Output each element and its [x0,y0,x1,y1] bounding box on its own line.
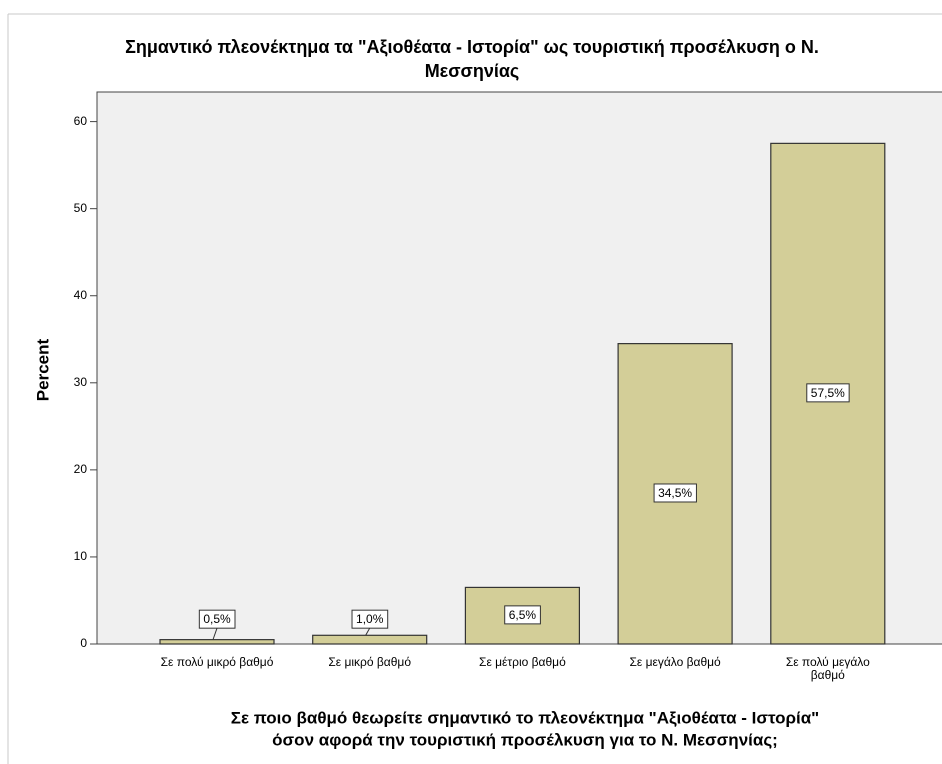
y-tick-label: 30 [74,375,88,389]
y-tick-label: 20 [74,462,88,476]
value-label-box [198,609,236,629]
value-label: 34,5% [658,486,692,500]
y-tick-label: 10 [74,549,88,563]
value-label: 6,5% [509,608,537,622]
y-tick-label: 50 [74,201,88,215]
value-label-box [806,383,850,403]
y-tick-label: 0 [80,636,87,650]
value-label-box [351,609,389,629]
value-label-box [504,605,541,625]
leader-line [212,628,218,640]
x-tick-label: Σε μεγάλο βαθμό [629,655,721,669]
chart-title: Σημαντικό πλεονέκτημα τα "Αξιοθέατα - Ισ… [125,37,819,58]
y-tick-label: 40 [74,288,88,302]
value-label: 57,5% [811,386,845,400]
leader-line [365,627,371,636]
value-label: 0,5% [203,612,231,626]
x-tick-label: Σε πολύ μικρό βαθμό [160,655,274,669]
x-axis-title: Σε ποιο βαθμό θεωρείτε σημαντικό το πλεο… [231,708,820,727]
x-tick-label: Σε μέτριο βαθμό [479,655,566,669]
bar [159,639,275,645]
bar [312,634,428,645]
y-axis-title: Percent [33,338,52,401]
chart-title: Μεσσηνίας [425,61,520,81]
value-label: 1,0% [356,612,384,626]
x-axis-title: όσον αφορά την τουριστική προσέλκυση για… [272,730,778,749]
x-tick-label: Σε μικρό βαθμό [328,655,411,669]
y-tick-label: 60 [74,114,88,128]
value-label-box [653,483,697,503]
x-tick-label: Σε πολύ μεγάλο βαθμό [785,655,870,682]
